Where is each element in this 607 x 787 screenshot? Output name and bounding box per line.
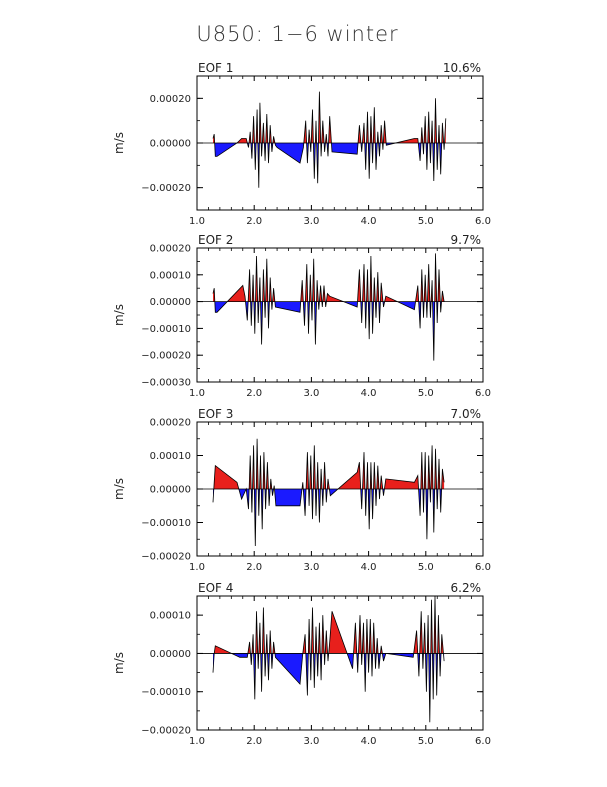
y-tick-label: −0.00010 xyxy=(141,687,191,698)
y-tick-label: 0.00000 xyxy=(150,649,191,660)
x-tick-label: 3.0 xyxy=(303,388,319,399)
x-tick-label: 1.0 xyxy=(189,388,205,399)
series-line xyxy=(212,438,445,547)
y-tick-label: 0.00020 xyxy=(150,94,191,105)
y-tick-label: −0.00020 xyxy=(141,552,191,563)
variance-label: 9.7% xyxy=(451,233,482,247)
variance-label: 6.2% xyxy=(451,581,482,595)
y-axis-title: m/s xyxy=(112,304,126,326)
y-tick-label: −0.00020 xyxy=(141,183,191,194)
x-tick-label: 1.0 xyxy=(189,736,205,747)
negative-area-fill xyxy=(213,489,445,546)
x-tick-label: 1.0 xyxy=(189,216,205,227)
x-tick-label: 3.0 xyxy=(303,216,319,227)
y-tick-label: −0.00010 xyxy=(141,324,191,335)
y-tick-label: 0.00010 xyxy=(150,611,191,622)
y-tick-label: 0.00000 xyxy=(150,139,191,150)
y-axis-title: m/s xyxy=(112,478,126,500)
x-tick-label: 6.0 xyxy=(475,216,491,227)
y-axis-title: m/s xyxy=(112,652,126,674)
y-tick-label: 0.00020 xyxy=(150,418,191,429)
panels-group: 1.0 2.0 3.0 4.0 5.0 6.0 0.00020 0.00000 −0.00020… xyxy=(112,61,491,747)
x-tick-label: 2.0 xyxy=(246,388,262,399)
y-tick-label: 0.00000 xyxy=(150,485,191,496)
positive-area-fill xyxy=(213,596,445,654)
y-tick-label: −0.00010 xyxy=(141,518,191,529)
series-line xyxy=(212,253,445,361)
plot-frame xyxy=(196,247,484,383)
x-tick-label: 3.0 xyxy=(303,562,319,573)
x-tick-label: 1.0 xyxy=(189,562,205,573)
y-tick-label: 0.00000 xyxy=(150,297,191,308)
y-tick-label: 0.00010 xyxy=(150,451,191,462)
chart-title: U850: 1−6 winter xyxy=(196,22,399,46)
y-tick-label: 0.00010 xyxy=(150,270,191,281)
panel-label: EOF 2 xyxy=(198,233,233,247)
y-tick-label: −0.00020 xyxy=(141,726,191,737)
x-tick-label: 5.0 xyxy=(418,216,434,227)
x-tick-label: 5.0 xyxy=(418,388,434,399)
panel-label: EOF 3 xyxy=(198,407,233,421)
x-tick-label: 4.0 xyxy=(361,736,377,747)
x-tick-label: 2.0 xyxy=(246,216,262,227)
y-tick-label: −0.00030 xyxy=(141,378,191,389)
panel-eof-3: 1.0 2.0 3.0 4.0 5.0 6.0 0.00020 0.00010 0.00000 −… xyxy=(112,407,491,573)
x-tick-label: 3.0 xyxy=(303,736,319,747)
series-line xyxy=(212,596,445,723)
y-axis-title: m/s xyxy=(112,132,126,154)
x-tick-label: 2.0 xyxy=(246,736,262,747)
panel-label: EOF 4 xyxy=(198,581,233,595)
plot-frame xyxy=(196,595,484,731)
x-tick-label: 4.0 xyxy=(361,216,377,227)
x-tick-label: 4.0 xyxy=(361,562,377,573)
panel-eof-1: 1.0 2.0 3.0 4.0 5.0 6.0 0.00020 0.00000 −0.00020… xyxy=(112,61,491,227)
panel-eof-4: 1.0 2.0 3.0 4.0 5.0 6.0 0.00010 0.00000 −0.00010… xyxy=(112,581,491,747)
x-tick-label: 6.0 xyxy=(475,562,491,573)
y-tick-label: −0.00020 xyxy=(141,351,191,362)
x-tick-label: 6.0 xyxy=(475,736,491,747)
x-tick-label: 5.0 xyxy=(418,736,434,747)
x-tick-label: 5.0 xyxy=(418,562,434,573)
panel-eof-2: 1.0 2.0 3.0 4.0 5.0 6.0 0.00020 0.00010 0.00000 −… xyxy=(112,233,491,399)
x-tick-label: 2.0 xyxy=(246,562,262,573)
y-tick-label: 0.00020 xyxy=(150,244,191,255)
x-tick-label: 4.0 xyxy=(361,388,377,399)
panel-label: EOF 1 xyxy=(198,61,233,75)
variance-label: 10.6% xyxy=(443,61,481,75)
x-tick-label: 6.0 xyxy=(475,388,491,399)
variance-label: 7.0% xyxy=(451,407,482,421)
